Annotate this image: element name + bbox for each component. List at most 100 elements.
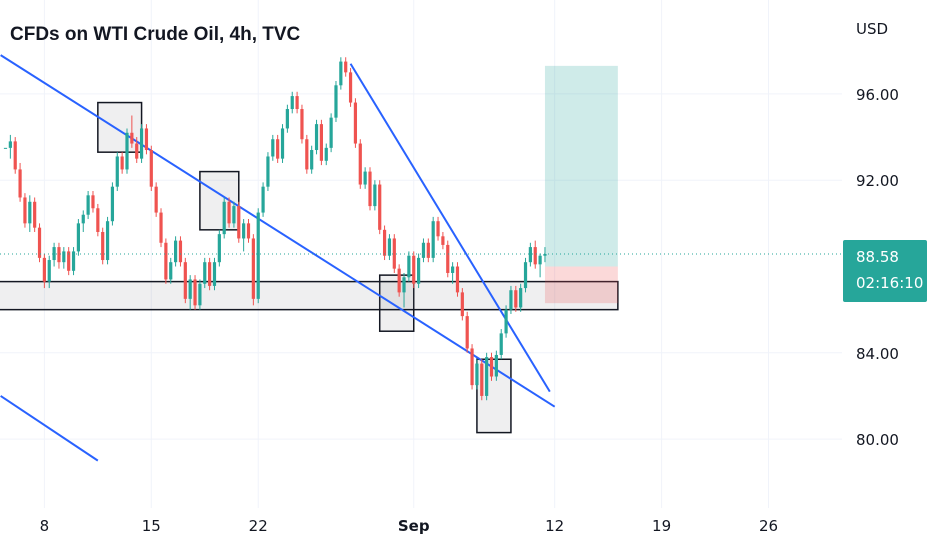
currency-label: USD [856, 20, 888, 38]
candle-body [261, 186, 265, 213]
candle-body [290, 96, 294, 110]
candle-body [528, 247, 532, 263]
candle-body [280, 128, 285, 159]
candle-body [227, 201, 231, 224]
candle-body [310, 150, 314, 170]
price-axis: 96.00 92.00 84.00 80.00 [856, 86, 899, 449]
candle-body [465, 316, 469, 349]
candle-body [417, 257, 421, 284]
price-tick-label: 96.00 [856, 86, 899, 104]
candle-body [232, 206, 236, 224]
candle-body [480, 363, 484, 396]
candle-body [266, 156, 270, 187]
candle-body [246, 223, 251, 239]
candle-body [193, 279, 197, 306]
candle-body [387, 238, 392, 256]
candle-body [76, 223, 80, 252]
candle-body [470, 348, 474, 386]
candle-body [378, 184, 382, 230]
candle-body [373, 184, 377, 207]
candle-body [514, 290, 518, 308]
candle-body [300, 109, 304, 140]
candle-body [178, 240, 183, 263]
target-zone [544, 65, 618, 267]
candle-body [358, 143, 362, 185]
candle-body [101, 231, 105, 261]
candle-body [271, 139, 275, 157]
candle-body [509, 290, 513, 310]
time-tick-label: 15 [142, 517, 161, 535]
candle-body [319, 124, 323, 161]
price-tick-label: 92.00 [856, 172, 899, 190]
candle-body [159, 212, 163, 243]
trendline [0, 54, 556, 408]
candle-body [57, 247, 61, 263]
candle-body [494, 354, 498, 377]
candle-body [426, 242, 430, 258]
candle-body [543, 253, 547, 256]
candle-body [169, 262, 173, 280]
candle-body [324, 147, 328, 161]
candle-body [237, 206, 241, 239]
candle-body [67, 251, 71, 271]
candle-body [504, 309, 508, 334]
price-tick-label: 80.00 [856, 431, 899, 449]
time-tick-label: 26 [759, 517, 778, 535]
chart-title: CFDs on WTI Crude Oil, 4h, TVC [10, 24, 301, 45]
time-tick-label: Sep [398, 517, 430, 535]
candle-body [71, 251, 76, 271]
candle-body [62, 251, 66, 263]
candle-body [174, 240, 178, 263]
candle-body [460, 292, 464, 317]
candle-body [154, 186, 158, 213]
candle-body [256, 212, 260, 299]
candle-body [198, 283, 202, 306]
candle-body [519, 288, 523, 308]
candle-body [446, 244, 450, 273]
candle-body [397, 268, 401, 293]
candle-body [489, 357, 494, 377]
candle-body [344, 61, 348, 73]
candle-body [13, 141, 17, 170]
candle-body [144, 128, 149, 151]
stop-zone [544, 266, 618, 304]
trendline [349, 63, 551, 393]
candle-body [523, 262, 528, 289]
candle-body [285, 109, 289, 129]
candle-body [212, 262, 217, 286]
candle-body [276, 139, 280, 159]
candle-body [18, 169, 22, 198]
candle-body [436, 221, 440, 237]
candle-body [47, 260, 51, 282]
candle-body [130, 132, 134, 144]
candle-body [392, 238, 396, 269]
time-tick-label: 19 [652, 517, 671, 535]
candle-body [348, 72, 353, 103]
time-tick-label: 8 [40, 517, 50, 535]
candle-body [339, 61, 343, 86]
candle-body [353, 102, 358, 144]
candle-body [485, 357, 489, 396]
candle-body [363, 171, 367, 185]
candle-body [8, 141, 12, 148]
candle-body [188, 279, 192, 299]
candle-body [81, 214, 85, 224]
candle-body [28, 201, 32, 224]
candle-body [455, 266, 460, 293]
position-tool [544, 65, 618, 304]
candle-body [203, 262, 207, 284]
candle-body [217, 234, 221, 263]
candle-body [421, 242, 426, 258]
zone-rectangle [199, 170, 240, 231]
candle-body [295, 96, 299, 110]
zone-rectangle [97, 101, 143, 153]
candles [3, 57, 547, 401]
candle-body [441, 236, 445, 245]
candle-body [149, 150, 153, 187]
candle-body [402, 277, 406, 293]
candle-body [305, 139, 309, 170]
candle-body [475, 363, 479, 386]
candle-body [538, 255, 542, 265]
candle-body [23, 197, 27, 224]
